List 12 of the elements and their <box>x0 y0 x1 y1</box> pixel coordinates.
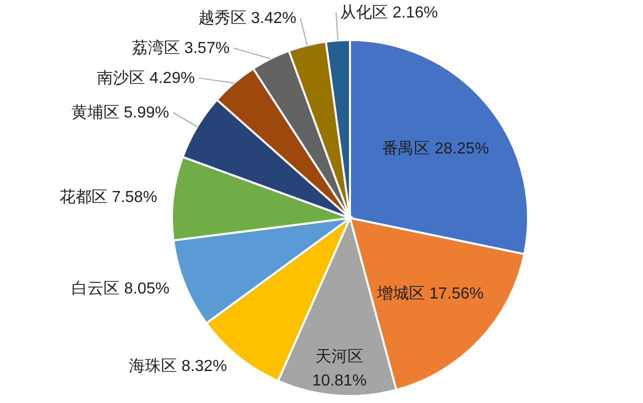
slice-label: 花都区 7.58% <box>59 188 158 206</box>
slice-label: 黄埔区 5.99% <box>71 103 170 122</box>
slice-label: 荔湾区 3.57% <box>132 39 230 58</box>
slice-label: 天河区 <box>315 348 364 366</box>
slice-label: 番禺区 28.25% <box>382 139 489 158</box>
slice-label: 南沙区 4.29% <box>97 69 195 88</box>
slice-label: 海珠区 8.32% <box>129 357 227 376</box>
slice-label: 从化区 2.16% <box>340 3 438 22</box>
data-label: 10.81% <box>312 372 367 390</box>
slice-label: 越秀区 3.42% <box>198 9 296 28</box>
slice-label: 增城区 17.56% <box>376 284 484 303</box>
slice-label: 白云区 8.05% <box>72 280 170 298</box>
